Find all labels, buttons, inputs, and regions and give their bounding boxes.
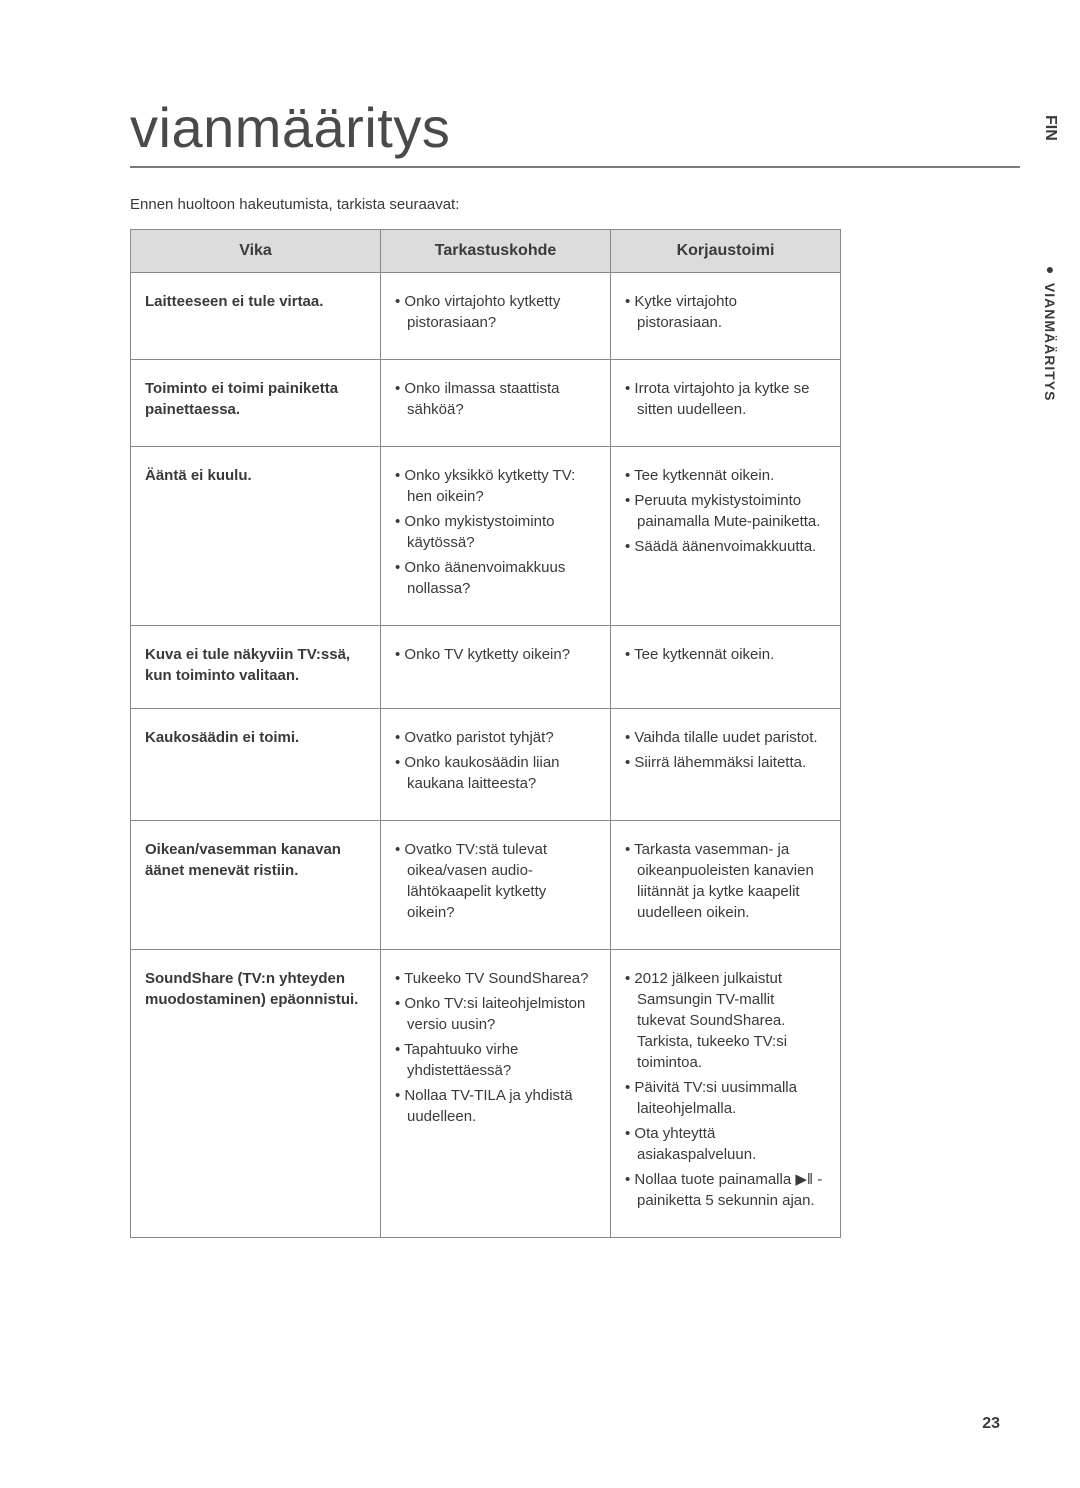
cell-korjaus: Tee kytkennät oikein. — [611, 626, 841, 709]
table-row: Toiminto ei toimi painiketta painettaess… — [131, 360, 841, 447]
list-item: Päivitä TV:si uusimmalla laiteohjelmalla… — [625, 1077, 826, 1119]
list-item: Nollaa tuote painamalla ▶ǁ -painiketta 5… — [625, 1169, 826, 1211]
section-label: VIANMÄÄRITYS — [1042, 261, 1058, 401]
list-item: Onko kaukosäädin liian kaukana laitteest… — [395, 752, 596, 794]
cell-korjaus: Kytke virtajohto pistorasiaan. — [611, 273, 841, 360]
list-item: Siirrä lähemmäksi laitetta. — [625, 752, 826, 773]
cell-tarkastus: Ovatko TV:stä tulevat oikea/vasen audio-… — [381, 821, 611, 950]
list-item: Säädä äänenvoimakkuutta. — [625, 536, 826, 557]
list-item: Peruuta mykistystoiminto painamalla Mute… — [625, 490, 826, 532]
table-row: Laitteeseen ei tule virtaa. Onko virtajoh… — [131, 273, 841, 360]
header-tarkastus: Tarkastuskohde — [381, 230, 611, 273]
cell-vika: Oikean/vasemman kanavan äänet menevät ri… — [131, 821, 381, 950]
list-item: Ovatko paristot tyhjät? — [395, 727, 596, 748]
page-title: vianmääritys — [130, 95, 1020, 168]
cell-tarkastus: Tukeeko TV SoundSharea? Onko TV:si laiteo… — [381, 950, 611, 1238]
cell-vika: Kaukosäädin ei toimi. — [131, 709, 381, 821]
list-item: Onko ilmassa staattista sähköä? — [395, 378, 596, 420]
header-korjaus: Korjaustoimi — [611, 230, 841, 273]
list-item: Tee kytkennät oikein. — [625, 644, 826, 665]
list-item: Ovatko TV:stä tulevat oikea/vasen audio-… — [395, 839, 596, 923]
list-item: Tarkasta vasemman- ja oikeanpuoleisten k… — [625, 839, 826, 923]
table-row: Kaukosäädin ei toimi.Ovatko paristot tyh… — [131, 709, 841, 821]
page-number: 23 — [982, 1415, 1000, 1433]
list-item: Onko TV kytketty oikein? — [395, 644, 596, 665]
list-item: Irrota virtajohto ja kytke se sitten uud… — [625, 378, 826, 420]
cell-vika: SoundShare (TV:n yhteyden muodostaminen)… — [131, 950, 381, 1238]
language-label: FIN — [1041, 115, 1059, 141]
cell-korjaus: Vaihda tilalle uudet paristot. Siirrä läh… — [611, 709, 841, 821]
cell-korjaus: 2012 jälkeen julkaistut Samsungin TV-mal… — [611, 950, 841, 1238]
cell-tarkastus: Onko TV kytketty oikein? — [381, 626, 611, 709]
cell-tarkastus: Onko ilmassa staattista sähköä? — [381, 360, 611, 447]
header-vika: Vika — [131, 230, 381, 273]
list-item: Tapahtuuko virhe yhdistettäessä? — [395, 1039, 596, 1081]
table-row: SoundShare (TV:n yhteyden muodostaminen)… — [131, 950, 841, 1238]
cell-tarkastus: Onko yksikkö kytketty TV: hen oikein?Onk… — [381, 447, 611, 626]
intro-text: Ennen huoltoon hakeutumista, tarkista se… — [130, 196, 1020, 213]
troubleshooting-table: Vika Tarkastuskohde Korjaustoimi Laittee… — [130, 229, 841, 1238]
table-row: Kuva ei tule näkyviin TV:ssä, kun toimin… — [131, 626, 841, 709]
list-item: Tukeeko TV SoundSharea? — [395, 968, 596, 989]
cell-korjaus: Irrota virtajohto ja kytke se sitten uud… — [611, 360, 841, 447]
cell-korjaus: Tarkasta vasemman- ja oikeanpuoleisten k… — [611, 821, 841, 950]
table-row: Ääntä ei kuulu.Onko yksikkö kytketty TV:… — [131, 447, 841, 626]
table-row: Oikean/vasemman kanavan äänet menevät ri… — [131, 821, 841, 950]
list-item: Onko yksikkö kytketty TV: hen oikein? — [395, 465, 596, 507]
list-item: Onko äänenvoimakkuus nollassa? — [395, 557, 596, 599]
side-tab: FIN VIANMÄÄRITYS — [1020, 115, 1080, 401]
list-item: Onko virtajohto kytketty pistorasiaan? — [395, 291, 596, 333]
cell-vika: Kuva ei tule näkyviin TV:ssä, kun toimin… — [131, 626, 381, 709]
list-item: Tee kytkennät oikein. — [625, 465, 826, 486]
list-item: Kytke virtajohto pistorasiaan. — [625, 291, 826, 333]
list-item: Onko TV:si laiteohjelmiston versio uusin… — [395, 993, 596, 1035]
cell-vika: Ääntä ei kuulu. — [131, 447, 381, 626]
list-item: Onko mykistystoiminto käytössä? — [395, 511, 596, 553]
list-item: Ota yhteyttä asiakaspalveluun. — [625, 1123, 826, 1165]
list-item: 2012 jälkeen julkaistut Samsungin TV-mal… — [625, 968, 826, 1073]
cell-vika: Toiminto ei toimi painiketta painettaess… — [131, 360, 381, 447]
list-item: Nollaa TV-TILA ja yhdistä uudelleen. — [395, 1085, 596, 1127]
list-item: Vaihda tilalle uudet paristot. — [625, 727, 826, 748]
cell-tarkastus: Onko virtajohto kytketty pistorasiaan? — [381, 273, 611, 360]
cell-vika: Laitteeseen ei tule virtaa. — [131, 273, 381, 360]
cell-tarkastus: Ovatko paristot tyhjät? Onko kaukosäädin … — [381, 709, 611, 821]
cell-korjaus: Tee kytkennät oikein. Peruuta mykistystoi… — [611, 447, 841, 626]
